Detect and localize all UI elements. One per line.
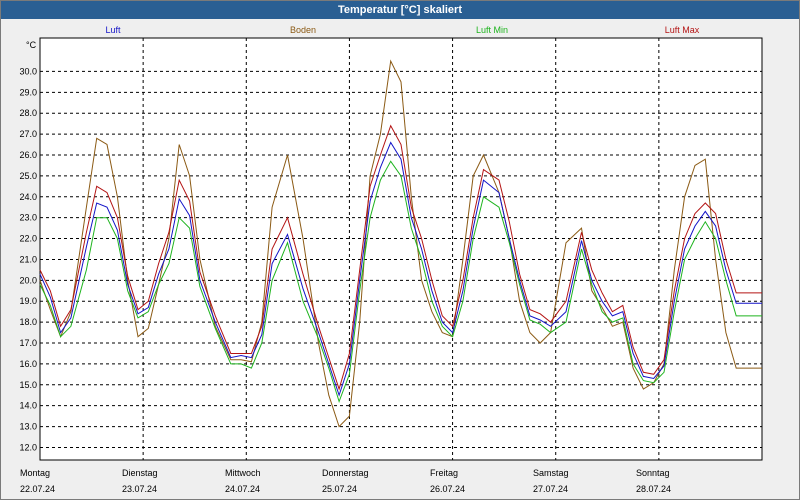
day-date-label: 24.07.24 bbox=[225, 484, 260, 494]
grid-lines bbox=[40, 38, 762, 460]
plot-area bbox=[39, 37, 763, 461]
day-date-label: 23.07.24 bbox=[122, 484, 157, 494]
legend-entry: Luft bbox=[105, 25, 121, 35]
y-tick-label: 20.0 bbox=[19, 275, 37, 285]
y-tick-label: 23.0 bbox=[19, 213, 37, 223]
day-name-label: Mittwoch bbox=[225, 468, 261, 478]
y-tick-label: 19.0 bbox=[19, 296, 37, 306]
y-tick-label: 26.0 bbox=[19, 150, 37, 160]
y-tick-label: 24.0 bbox=[19, 192, 37, 202]
y-tick-label: 28.0 bbox=[19, 108, 37, 118]
legend: Luft Boden Luft Min Luft Max bbox=[105, 25, 699, 35]
day-name-label: Freitag bbox=[430, 468, 458, 478]
y-tick-label: 18.0 bbox=[19, 317, 37, 327]
day-date-label: 27.07.24 bbox=[533, 484, 568, 494]
series-lines bbox=[39, 59, 762, 428]
y-tick-label: 15.0 bbox=[19, 380, 37, 390]
y-tick-label: 21.0 bbox=[19, 254, 37, 264]
day-name-label: Dienstag bbox=[122, 468, 158, 478]
series-line-luft-min bbox=[39, 160, 762, 404]
day-date-label: 25.07.24 bbox=[322, 484, 357, 494]
y-tick-label: 25.0 bbox=[19, 171, 37, 181]
y-tick-label: 13.0 bbox=[19, 422, 37, 432]
y-tick-label: 17.0 bbox=[19, 338, 37, 348]
y-tick-label: 12.0 bbox=[19, 442, 37, 452]
legend-entry: Boden bbox=[290, 25, 316, 35]
y-tick-label: 16.0 bbox=[19, 359, 37, 369]
day-name-label: Sonntag bbox=[636, 468, 670, 478]
day-name-label: Samstag bbox=[533, 468, 569, 478]
y-axis-ticks: 12.0 13.0 14.0 15.0 16.0 17.0 18.0 19.0 20.0 21.0… bbox=[19, 66, 37, 452]
y-tick-label: 30.0 bbox=[19, 66, 37, 76]
y-tick-label: 14.0 bbox=[19, 401, 37, 411]
y-tick-label: 29.0 bbox=[19, 87, 37, 97]
x-axis-day-labels: Montag 22.07.24 Dienstag 23.07.24 Mittwoch 24… bbox=[20, 468, 671, 494]
day-name-label: Montag bbox=[20, 468, 50, 478]
day-date-label: 28.07.24 bbox=[636, 484, 671, 494]
day-date-label: 26.07.24 bbox=[430, 484, 465, 494]
day-name-label: Donnerstag bbox=[322, 468, 369, 478]
y-tick-label: 22.0 bbox=[19, 234, 37, 244]
series-line-luft bbox=[39, 141, 762, 397]
series-line-luft-max bbox=[39, 124, 762, 391]
y-axis-unit: °C bbox=[26, 40, 37, 50]
window-title: Temperatur [°C] skaliert bbox=[1, 1, 799, 19]
day-date-label: 22.07.24 bbox=[20, 484, 55, 494]
y-tick-label: 27.0 bbox=[19, 129, 37, 139]
legend-entry: Luft Max bbox=[665, 25, 700, 35]
legend-entry: Luft Min bbox=[476, 25, 508, 35]
